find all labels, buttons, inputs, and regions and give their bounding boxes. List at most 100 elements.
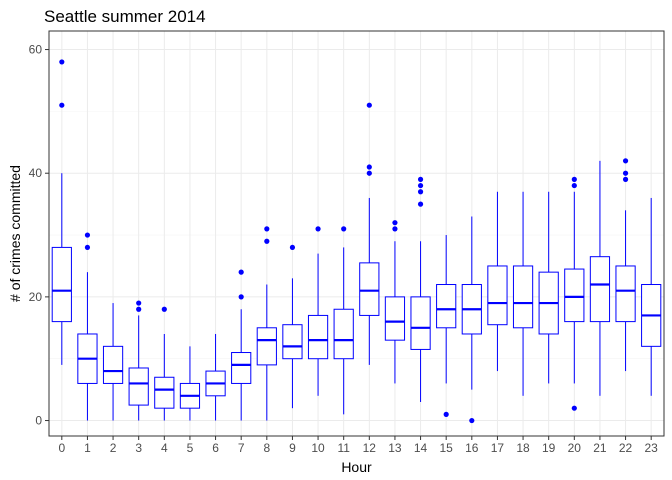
box-iqr: [436, 284, 457, 329]
boxes: [51, 59, 662, 424]
y-axis-title: # of crimes committed: [7, 165, 23, 302]
y-tick-label: 40: [29, 166, 43, 180]
x-tick-label: 13: [388, 441, 402, 455]
box-iqr: [256, 327, 277, 366]
x-tick-label: 18: [516, 441, 530, 455]
x-tick-label: 1: [84, 441, 91, 455]
box-hour-5: [179, 346, 201, 421]
box-hour-9: [282, 244, 303, 409]
box-iqr: [589, 256, 611, 323]
x-tick-label: 21: [593, 441, 607, 455]
outlier-point: [264, 226, 270, 232]
box-iqr: [410, 296, 431, 350]
outlier-point: [84, 244, 91, 251]
box-hour-1: [77, 232, 98, 421]
box-iqr: [615, 265, 636, 323]
x-tick-label: 5: [187, 441, 194, 455]
box-iqr: [51, 246, 72, 323]
box-iqr: [307, 314, 329, 360]
outlier-point: [59, 102, 65, 108]
outlier-point: [366, 170, 372, 176]
x-tick-label: 10: [311, 441, 325, 455]
x-axis: 0 1 2 3 4 5 6 7 8 9 10 11 12 13 14 15 16 17 18 19 20 21 22 23: [58, 436, 658, 455]
outlier-point: [315, 226, 321, 232]
chart-title: Seattle summer 2014: [44, 7, 206, 26]
x-tick-label: 20: [568, 441, 582, 455]
box-iqr: [333, 308, 354, 360]
box-hour-19: [538, 191, 559, 384]
box-hour-7: [231, 269, 252, 421]
box-hour-16: [461, 216, 482, 424]
box-hour-4: [154, 306, 175, 421]
box-hour-12: [359, 102, 380, 365]
outlier-point: [571, 176, 577, 182]
box-hour-0: [51, 59, 72, 365]
outlier-point: [238, 294, 244, 300]
box-hour-10: [307, 226, 329, 396]
x-tick-label: 22: [619, 441, 633, 455]
box-iqr: [384, 296, 406, 341]
box-iqr: [487, 265, 508, 326]
outlier-point: [264, 238, 270, 244]
outlier-point: [161, 306, 167, 312]
box-hour-18: [512, 191, 534, 396]
box-iqr: [102, 345, 124, 384]
outlier-point: [392, 220, 398, 226]
box-hour-22: [615, 158, 636, 372]
x-tick-label: 8: [263, 441, 270, 455]
y-tick-label: 20: [29, 290, 43, 304]
outlier-point: [443, 411, 449, 417]
outlier-point: [622, 170, 629, 176]
box-iqr: [282, 324, 303, 360]
box-hour-8: [256, 226, 277, 421]
x-tick-label: 9: [289, 441, 296, 455]
outlier-point: [417, 182, 424, 189]
outlier-point: [341, 226, 347, 232]
outlier-point: [571, 182, 577, 189]
y-tick-label: 0: [35, 414, 42, 428]
outlier-point: [289, 244, 296, 251]
outlier-point: [417, 189, 424, 195]
x-tick-label: 11: [337, 441, 350, 455]
outlier-point: [469, 417, 475, 424]
x-tick-label: 23: [645, 441, 659, 455]
box-hour-2: [102, 303, 124, 421]
box-hour-13: [384, 220, 406, 384]
box-iqr: [154, 376, 175, 409]
box-iqr: [564, 268, 585, 323]
x-tick-label: 6: [212, 441, 219, 455]
x-axis-title: Hour: [341, 459, 372, 475]
x-tick-label: 4: [161, 441, 168, 455]
x-tick-label: 15: [440, 441, 454, 455]
x-tick-label: 0: [58, 441, 65, 455]
box-iqr: [231, 352, 252, 384]
y-tick-label: 60: [29, 43, 43, 57]
outlier-point: [136, 300, 142, 306]
outlier-point: [417, 176, 424, 182]
outlier-point: [392, 226, 398, 232]
x-tick-label: 19: [542, 441, 556, 455]
box-hour-3: [128, 300, 149, 421]
outlier-point: [366, 102, 372, 108]
x-tick-label: 2: [110, 441, 117, 455]
x-tick-label: 17: [491, 441, 505, 455]
box-hour-21: [589, 160, 611, 396]
outlier-point: [366, 164, 372, 170]
y-axis: 0 20 40 60: [29, 43, 49, 428]
outlier-point: [417, 201, 424, 207]
x-tick-label: 16: [465, 441, 479, 455]
box-hour-23: [641, 197, 662, 396]
box-hour-17: [487, 191, 508, 372]
outlier-point: [136, 306, 142, 312]
x-tick-label: 14: [414, 441, 428, 455]
outlier-point: [622, 176, 629, 182]
box-iqr: [512, 265, 534, 329]
outlier-point: [238, 269, 244, 275]
x-tick-label: 12: [363, 441, 377, 455]
box-hour-6: [205, 333, 226, 421]
x-tick-label: 3: [135, 441, 142, 455]
outlier-point: [571, 405, 577, 411]
box-iqr: [359, 262, 380, 316]
box-hour-15: [436, 235, 457, 417]
